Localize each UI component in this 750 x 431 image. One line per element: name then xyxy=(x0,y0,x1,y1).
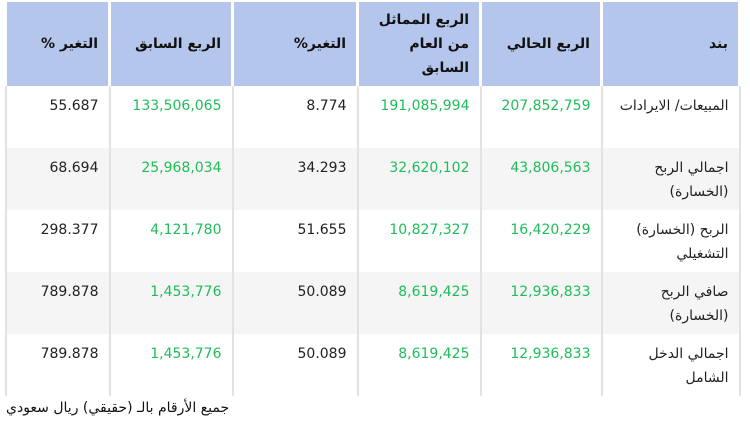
cell-item: الربح (الخسارة) التشغيلي xyxy=(600,210,741,272)
table-row: الربح (الخسارة) التشغيلي 16,420,229 10,827… xyxy=(4,210,741,272)
cell-same-quarter-last-year: 8,619,425 xyxy=(356,334,482,396)
financial-results-table: بند الربع الحالي الربع المماثل من العام … xyxy=(4,2,741,396)
cell-item: اجمالي الدخل الشامل xyxy=(600,334,741,396)
cell-change-qoq: 68.694 xyxy=(4,148,111,210)
cell-same-quarter-last-year: 191,085,994 xyxy=(356,86,482,148)
cell-current-quarter: 12,936,833 xyxy=(479,272,603,334)
header-current-quarter: الربع الحالي xyxy=(479,2,603,86)
table-row: اجمالي الربح (الخسارة) 43,806,563 32,620,1… xyxy=(4,148,741,210)
cell-change-yoy: 51.655 xyxy=(231,210,359,272)
cell-item: اجمالي الربح (الخسارة) xyxy=(600,148,741,210)
header-change-qoq: التغير % xyxy=(4,2,111,86)
cell-change-yoy: 50.089 xyxy=(231,334,359,396)
header-row: بند الربع الحالي الربع المماثل من العام … xyxy=(4,2,741,86)
currency-note: جميع الأرقام بالـ (حقيقي) ريال سعودي xyxy=(6,400,230,416)
cell-change-yoy: 34.293 xyxy=(231,148,359,210)
table-row: صافي الربح (الخسارة) 12,936,833 8,619,425 5… xyxy=(4,272,741,334)
cell-current-quarter: 43,806,563 xyxy=(479,148,603,210)
cell-change-qoq: 789.878 xyxy=(4,334,111,396)
header-change-yoy: التغير% xyxy=(231,2,359,86)
cell-current-quarter: 207,852,759 xyxy=(479,86,603,148)
cell-same-quarter-last-year: 8,619,425 xyxy=(356,272,482,334)
cell-change-qoq: 298.377 xyxy=(4,210,111,272)
cell-previous-quarter: 133,506,065 xyxy=(108,86,234,148)
cell-item: صافي الربح (الخسارة) xyxy=(600,272,741,334)
cell-change-qoq: 55.687 xyxy=(4,86,111,148)
table-row: اجمالي الدخل الشامل 12,936,833 8,619,425 50… xyxy=(4,334,741,396)
cell-current-quarter: 12,936,833 xyxy=(479,334,603,396)
header-previous-quarter: الربع السابق xyxy=(108,2,234,86)
cell-change-qoq: 789.878 xyxy=(4,272,111,334)
cell-item: المبيعات/ الايرادات xyxy=(600,86,741,148)
cell-previous-quarter: 1,453,776 xyxy=(108,334,234,396)
cell-previous-quarter: 4,121,780 xyxy=(108,210,234,272)
cell-previous-quarter: 25,968,034 xyxy=(108,148,234,210)
header-same-quarter-last-year: الربع المماثل من العام السابق xyxy=(356,2,482,86)
cell-same-quarter-last-year: 10,827,327 xyxy=(356,210,482,272)
cell-change-yoy: 8.774 xyxy=(231,86,359,148)
cell-previous-quarter: 1,453,776 xyxy=(108,272,234,334)
table-row: المبيعات/ الايرادات 207,852,759 191,085,99… xyxy=(4,86,741,148)
cell-change-yoy: 50.089 xyxy=(231,272,359,334)
cell-same-quarter-last-year: 32,620,102 xyxy=(356,148,482,210)
header-item: بند xyxy=(600,2,741,86)
cell-current-quarter: 16,420,229 xyxy=(479,210,603,272)
